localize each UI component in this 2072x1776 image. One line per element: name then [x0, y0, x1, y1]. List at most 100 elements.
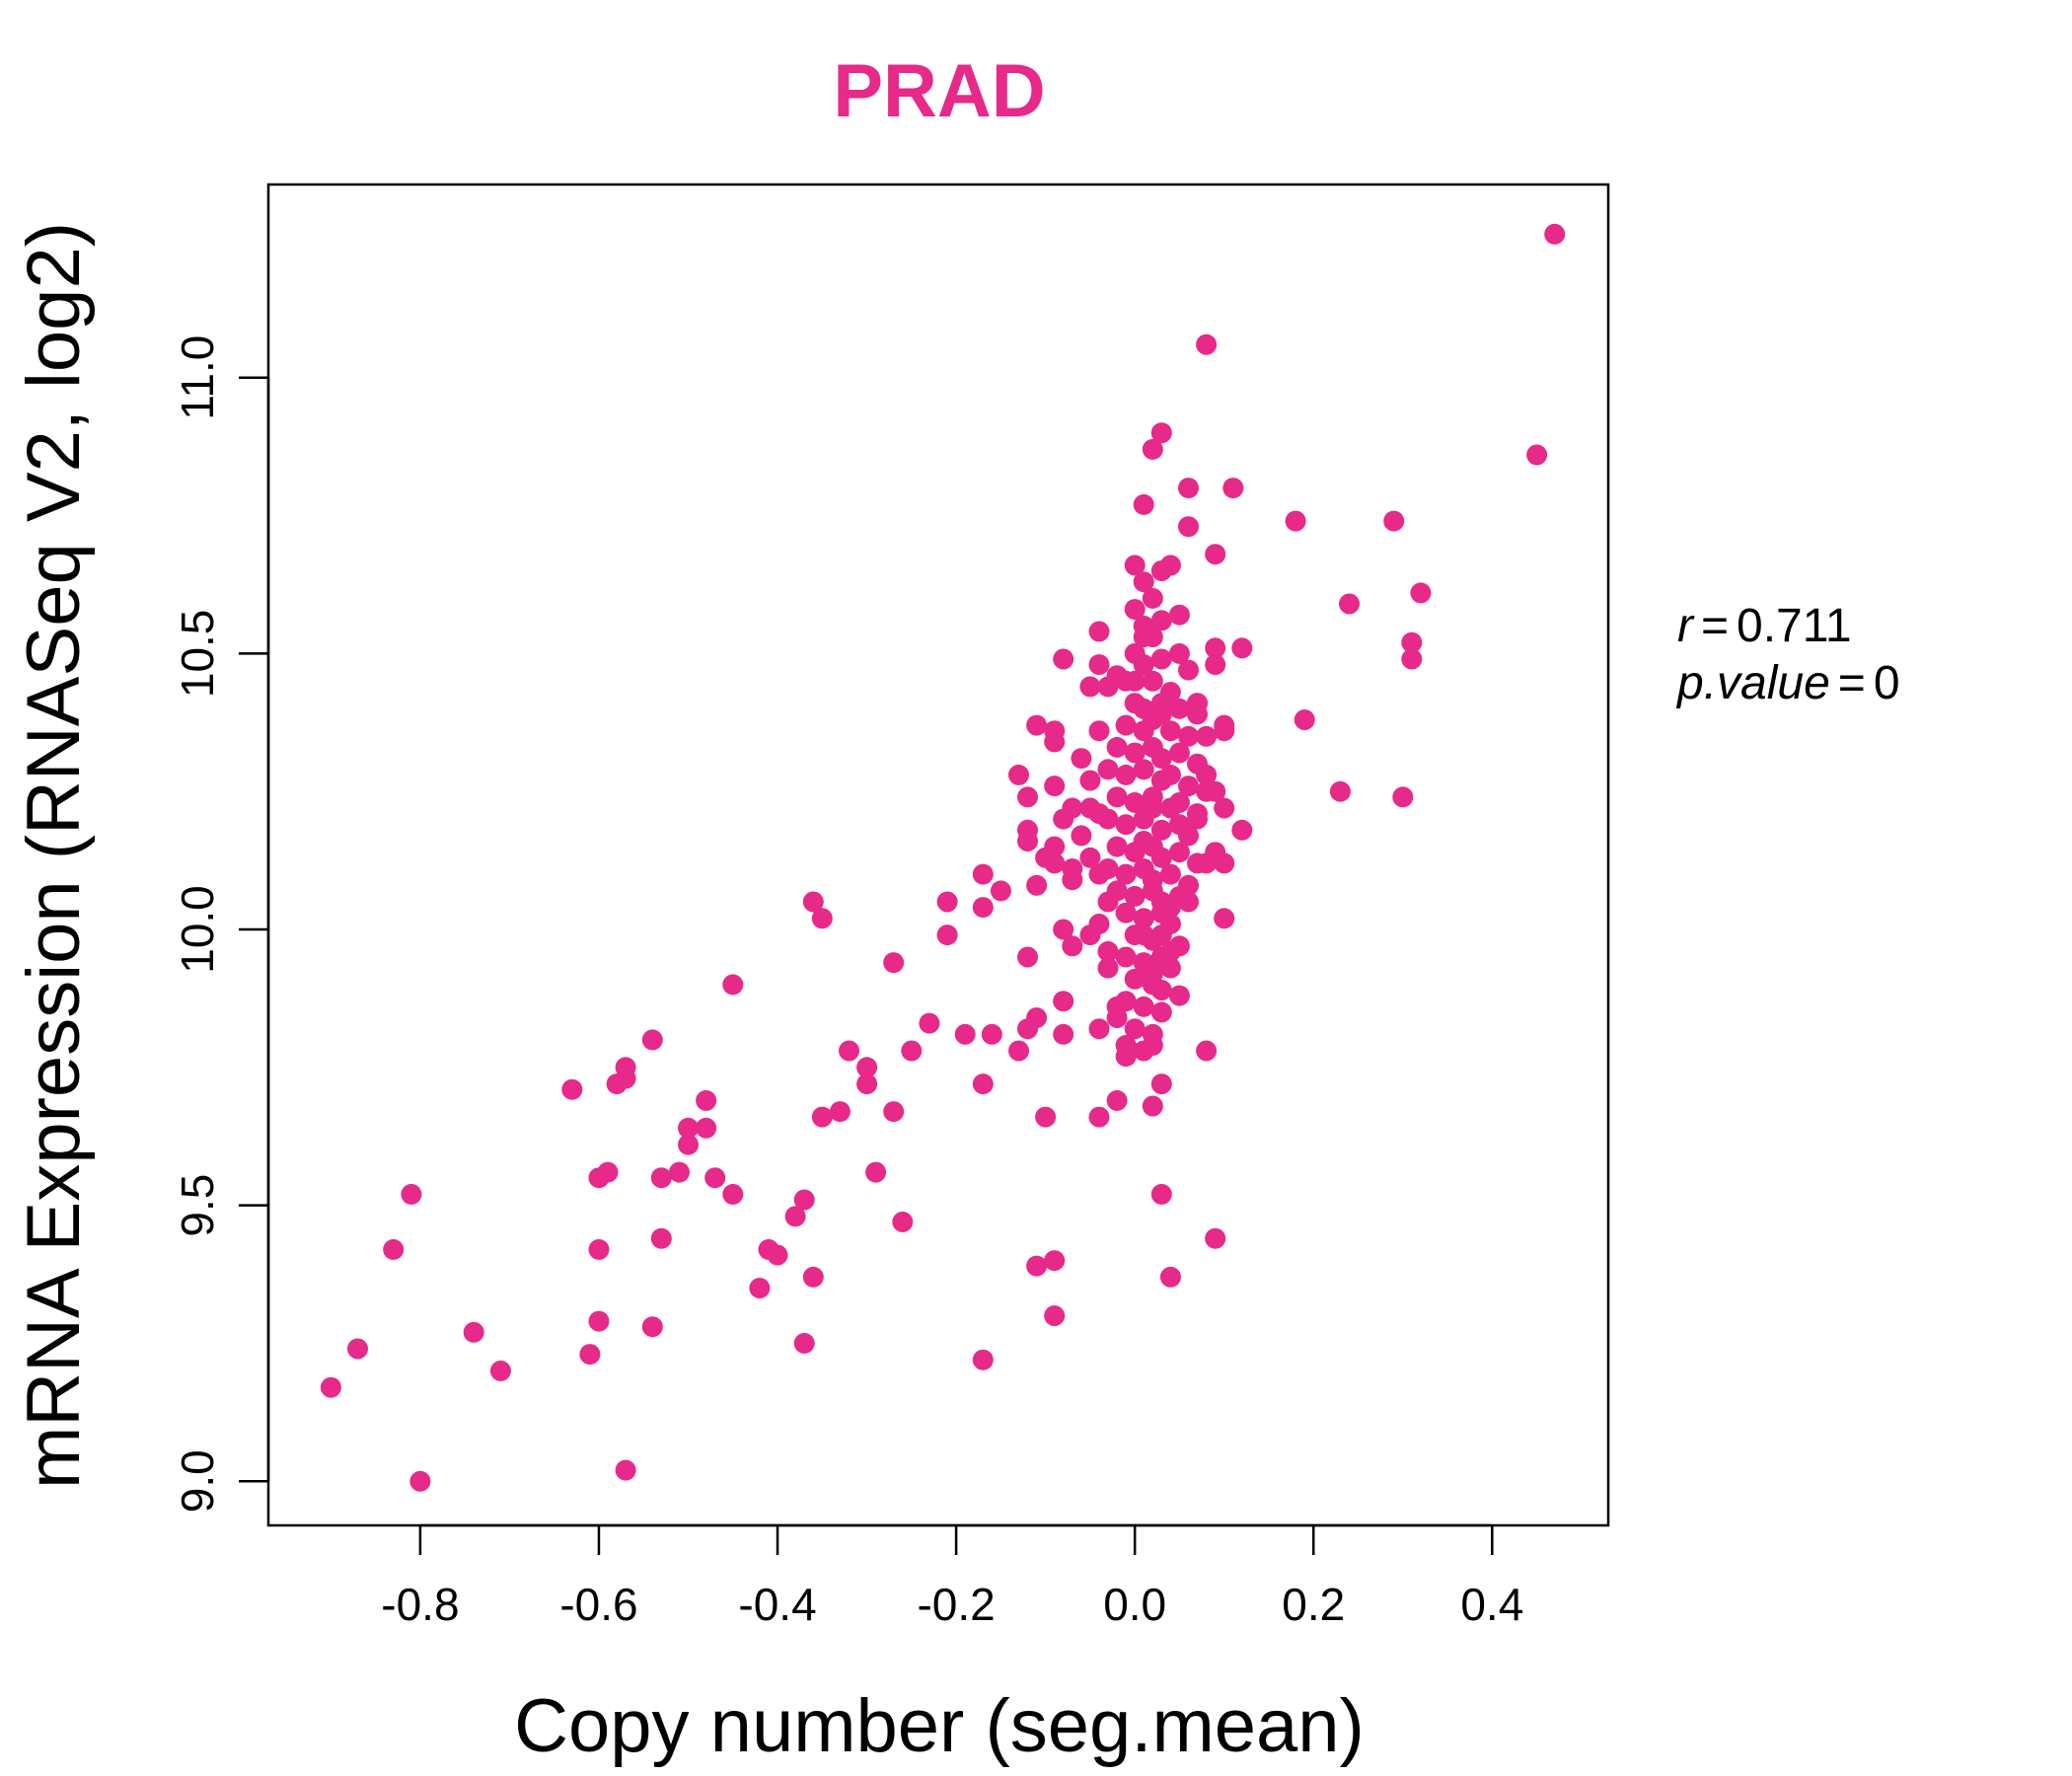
data-point	[954, 1023, 976, 1045]
data-point	[1401, 631, 1423, 653]
data-point	[1178, 478, 1199, 499]
data-point	[1124, 968, 1146, 990]
data-point	[1088, 803, 1110, 825]
data-point	[1142, 1034, 1163, 1056]
data-point	[1159, 1266, 1181, 1288]
x-axis: -0.8 -0.6 -0.4 -0.2 0.0 0.2 0.4	[381, 1523, 1523, 1630]
data-point	[1035, 1106, 1057, 1128]
data-point	[1124, 791, 1146, 813]
data-point	[1133, 654, 1154, 676]
data-point	[1168, 698, 1190, 719]
data-point	[1294, 709, 1315, 730]
data-point	[802, 891, 824, 913]
data-point	[669, 1161, 690, 1183]
data-point	[588, 1167, 610, 1189]
x-tick-label: -0.2	[917, 1579, 995, 1630]
data-point	[1053, 648, 1074, 670]
data-point	[802, 1266, 824, 1288]
data-point	[1097, 957, 1119, 979]
r-label: r	[1677, 600, 1695, 652]
data-point	[588, 1238, 610, 1260]
data-point	[1142, 797, 1163, 819]
data-point	[1150, 748, 1172, 770]
data-point	[972, 1073, 994, 1095]
data-point	[1150, 1183, 1172, 1205]
data-point	[829, 1101, 851, 1123]
data-point	[1097, 891, 1119, 913]
data-point	[1142, 963, 1163, 985]
data-point	[1017, 1018, 1038, 1040]
data-point	[1159, 555, 1181, 576]
data-point	[784, 1206, 806, 1227]
data-point	[409, 1470, 431, 1492]
r-value: 0.711	[1737, 600, 1852, 652]
data-point	[1178, 825, 1199, 847]
data-point	[1205, 1227, 1226, 1249]
data-point	[1222, 478, 1244, 499]
data-point	[1062, 797, 1083, 819]
data-point	[1026, 1255, 1048, 1277]
data-point	[793, 1332, 815, 1354]
data-point	[696, 1117, 717, 1139]
data-point	[1150, 1073, 1172, 1095]
data-point	[1150, 648, 1172, 670]
data-point	[1053, 919, 1074, 940]
data-point	[1150, 1001, 1172, 1023]
data-point	[1150, 610, 1172, 631]
data-point	[1214, 714, 1235, 736]
data-point	[1150, 819, 1172, 841]
data-point	[892, 1211, 914, 1232]
data-point	[1115, 764, 1137, 785]
r-statistic: r = 0.711	[1677, 600, 1852, 652]
data-point	[561, 1078, 583, 1100]
data-point	[463, 1321, 484, 1343]
data-point	[1168, 604, 1190, 626]
data-point	[1168, 642, 1190, 664]
data-point	[1115, 1046, 1137, 1068]
data-point	[1133, 571, 1154, 593]
data-point	[1214, 797, 1235, 819]
data-point	[1196, 780, 1218, 802]
data-point	[1168, 842, 1190, 863]
data-point	[650, 1227, 672, 1249]
data-point	[1115, 946, 1137, 968]
data-point	[972, 1349, 994, 1370]
data-point	[1159, 897, 1181, 919]
data-point	[1231, 819, 1253, 841]
data-point	[1017, 831, 1038, 851]
data-point	[650, 1167, 672, 1189]
data-point	[1178, 776, 1199, 797]
data-point	[1526, 444, 1548, 466]
data-point	[1062, 869, 1083, 891]
data-point	[883, 1101, 905, 1123]
data-point	[1196, 725, 1218, 747]
data-point	[1044, 1250, 1066, 1272]
data-point	[981, 1023, 1002, 1045]
data-point	[1124, 670, 1146, 692]
data-point	[1339, 593, 1360, 615]
data-point	[811, 908, 833, 929]
data-point	[1150, 980, 1172, 1000]
data-point	[1133, 627, 1154, 648]
data-point	[1106, 786, 1128, 808]
data-point	[758, 1238, 779, 1260]
y-axis-title: mRNA Expression (RNASeq V2, log2)	[12, 222, 96, 1489]
data-point	[990, 880, 1011, 902]
data-point	[588, 1310, 610, 1332]
data-point	[901, 1040, 923, 1062]
data-point	[1008, 764, 1029, 785]
data-point	[811, 1106, 833, 1128]
data-point	[1196, 764, 1218, 785]
data-point	[1124, 1018, 1146, 1040]
x-tick-label: -0.6	[559, 1579, 637, 1630]
data-point	[793, 1189, 815, 1211]
data-point	[1115, 714, 1137, 736]
data-point	[1088, 1018, 1110, 1040]
data-point	[919, 1012, 940, 1034]
data-point	[320, 1376, 341, 1398]
data-point	[1196, 333, 1218, 355]
data-point	[1106, 996, 1128, 1017]
data-point	[1133, 493, 1154, 515]
data-point	[1088, 1106, 1110, 1128]
